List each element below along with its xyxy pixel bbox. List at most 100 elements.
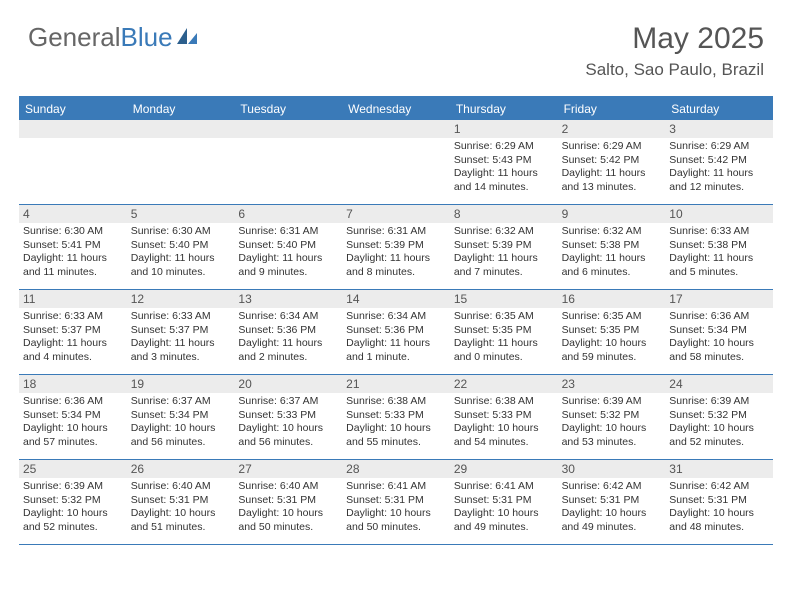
calendar-cell: 8Sunrise: 6:32 AMSunset: 5:39 PMDaylight… [450,205,558,289]
daylight-text: Daylight: 10 hours [562,507,662,521]
sunset-text: Sunset: 5:31 PM [346,494,446,508]
sunrise-text: Sunrise: 6:34 AM [346,310,446,324]
daylight-text: Daylight: 10 hours [669,507,769,521]
daylight-text: and 14 minutes. [454,181,554,195]
daylight-text: Daylight: 11 hours [562,167,662,181]
daylight-text: and 56 minutes. [238,436,338,450]
day-number: 1 [450,120,558,138]
daylight-text: and 4 minutes. [23,351,123,365]
sunset-text: Sunset: 5:36 PM [238,324,338,338]
sunset-text: Sunset: 5:31 PM [669,494,769,508]
daylight-text: Daylight: 11 hours [23,252,123,266]
logo: GeneralBlue [28,22,199,53]
day-details: Sunrise: 6:39 AMSunset: 5:32 PMDaylight:… [558,393,666,454]
day-number: 13 [234,290,342,308]
day-details: Sunrise: 6:42 AMSunset: 5:31 PMDaylight:… [665,478,773,539]
day-number: 6 [234,205,342,223]
day-number: 5 [127,205,235,223]
daylight-text: and 52 minutes. [669,436,769,450]
daylight-text: and 3 minutes. [131,351,231,365]
day-number: 2 [558,120,666,138]
page-header: GeneralBlue May 2025 Salto, Sao Paulo, B… [0,0,792,88]
daylight-text: Daylight: 10 hours [669,422,769,436]
day-details: Sunrise: 6:40 AMSunset: 5:31 PMDaylight:… [127,478,235,539]
sunset-text: Sunset: 5:39 PM [454,239,554,253]
daylight-text: Daylight: 10 hours [562,337,662,351]
daylight-text: and 49 minutes. [562,521,662,535]
day-details: Sunrise: 6:36 AMSunset: 5:34 PMDaylight:… [665,308,773,369]
day-number: 26 [127,460,235,478]
daylight-text: Daylight: 11 hours [454,252,554,266]
calendar-cell: 25Sunrise: 6:39 AMSunset: 5:32 PMDayligh… [19,460,127,544]
day-number: 28 [342,460,450,478]
calendar-cell: 24Sunrise: 6:39 AMSunset: 5:32 PMDayligh… [665,375,773,459]
daylight-text: Daylight: 11 hours [238,337,338,351]
sunrise-text: Sunrise: 6:34 AM [238,310,338,324]
week-row: 4Sunrise: 6:30 AMSunset: 5:41 PMDaylight… [19,205,773,290]
sunrise-text: Sunrise: 6:31 AM [346,225,446,239]
daylight-text: and 11 minutes. [23,266,123,280]
daylight-text: Daylight: 10 hours [23,422,123,436]
calendar-cell: 20Sunrise: 6:37 AMSunset: 5:33 PMDayligh… [234,375,342,459]
sunrise-text: Sunrise: 6:31 AM [238,225,338,239]
sunrise-text: Sunrise: 6:42 AM [669,480,769,494]
sunrise-text: Sunrise: 6:29 AM [669,140,769,154]
daylight-text: and 55 minutes. [346,436,446,450]
day-details: Sunrise: 6:31 AMSunset: 5:39 PMDaylight:… [342,223,450,284]
sunrise-text: Sunrise: 6:42 AM [562,480,662,494]
day-details: Sunrise: 6:37 AMSunset: 5:33 PMDaylight:… [234,393,342,454]
daylight-text: and 50 minutes. [346,521,446,535]
sunrise-text: Sunrise: 6:33 AM [131,310,231,324]
day-number: 21 [342,375,450,393]
calendar-cell: 15Sunrise: 6:35 AMSunset: 5:35 PMDayligh… [450,290,558,374]
week-row: 11Sunrise: 6:33 AMSunset: 5:37 PMDayligh… [19,290,773,375]
week-row: 18Sunrise: 6:36 AMSunset: 5:34 PMDayligh… [19,375,773,460]
sunrise-text: Sunrise: 6:39 AM [23,480,123,494]
sunrise-text: Sunrise: 6:39 AM [669,395,769,409]
day-details: Sunrise: 6:34 AMSunset: 5:36 PMDaylight:… [234,308,342,369]
daylight-text: Daylight: 10 hours [238,507,338,521]
day-number: 4 [19,205,127,223]
day-details: Sunrise: 6:34 AMSunset: 5:36 PMDaylight:… [342,308,450,369]
day-details: Sunrise: 6:33 AMSunset: 5:37 PMDaylight:… [127,308,235,369]
daylight-text: and 50 minutes. [238,521,338,535]
daylight-text: and 58 minutes. [669,351,769,365]
sunset-text: Sunset: 5:38 PM [669,239,769,253]
day-number [19,120,127,138]
calendar-cell: 14Sunrise: 6:34 AMSunset: 5:36 PMDayligh… [342,290,450,374]
calendar-cell: 23Sunrise: 6:39 AMSunset: 5:32 PMDayligh… [558,375,666,459]
daylight-text: Daylight: 10 hours [669,337,769,351]
daylight-text: Daylight: 11 hours [346,337,446,351]
day-details: Sunrise: 6:37 AMSunset: 5:34 PMDaylight:… [127,393,235,454]
sunrise-text: Sunrise: 6:41 AM [346,480,446,494]
calendar-cell: 30Sunrise: 6:42 AMSunset: 5:31 PMDayligh… [558,460,666,544]
calendar-cell: 4Sunrise: 6:30 AMSunset: 5:41 PMDaylight… [19,205,127,289]
daylight-text: and 54 minutes. [454,436,554,450]
day-header-cell: Monday [127,98,235,120]
sunset-text: Sunset: 5:41 PM [23,239,123,253]
day-number: 31 [665,460,773,478]
sunset-text: Sunset: 5:31 PM [562,494,662,508]
day-number: 11 [19,290,127,308]
sunrise-text: Sunrise: 6:36 AM [23,395,123,409]
daylight-text: Daylight: 11 hours [669,252,769,266]
sunset-text: Sunset: 5:38 PM [562,239,662,253]
day-number: 9 [558,205,666,223]
daylight-text: and 53 minutes. [562,436,662,450]
daylight-text: and 5 minutes. [669,266,769,280]
daylight-text: Daylight: 11 hours [23,337,123,351]
daylight-text: Daylight: 11 hours [131,252,231,266]
daylight-text: and 51 minutes. [131,521,231,535]
daylight-text: and 6 minutes. [562,266,662,280]
day-number: 10 [665,205,773,223]
sunrise-text: Sunrise: 6:40 AM [131,480,231,494]
day-details: Sunrise: 6:33 AMSunset: 5:38 PMDaylight:… [665,223,773,284]
day-details: Sunrise: 6:35 AMSunset: 5:35 PMDaylight:… [558,308,666,369]
calendar-cell: 9Sunrise: 6:32 AMSunset: 5:38 PMDaylight… [558,205,666,289]
daylight-text: Daylight: 10 hours [454,507,554,521]
day-number: 18 [19,375,127,393]
daylight-text: Daylight: 11 hours [238,252,338,266]
day-header-cell: Friday [558,98,666,120]
calendar-cell: 17Sunrise: 6:36 AMSunset: 5:34 PMDayligh… [665,290,773,374]
month-title: May 2025 [585,22,764,56]
